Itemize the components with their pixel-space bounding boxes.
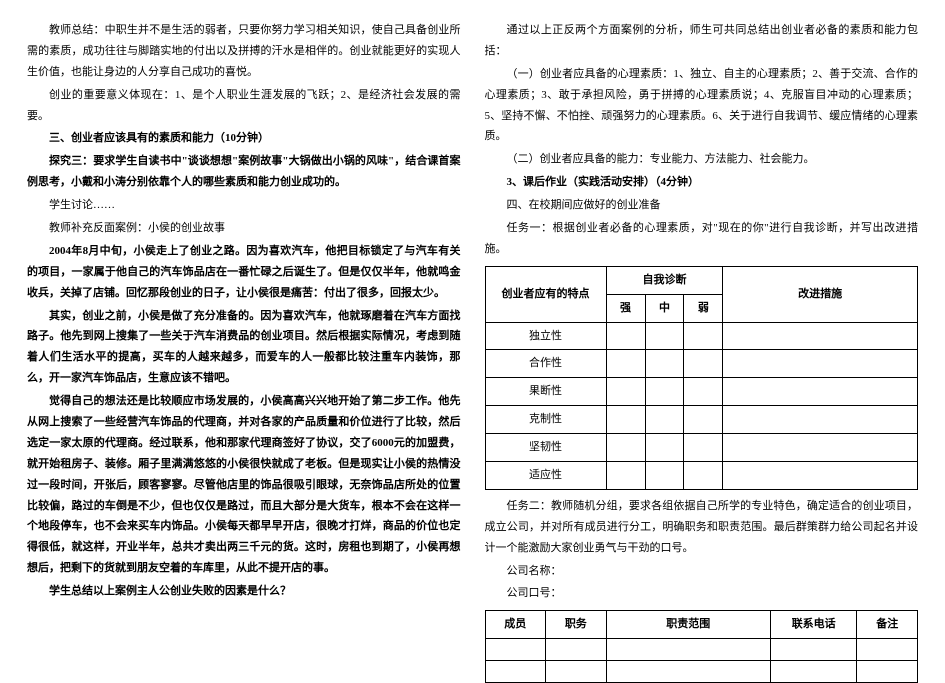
teacher-summary: 教师总结：中职生并不是生活的弱者，只要你努力学习相关知识，使自己具备创业所需的素… xyxy=(27,20,461,83)
th-strong: 强 xyxy=(606,294,645,322)
th-member: 成员 xyxy=(485,611,546,639)
section-4: 四、在校期间应做好的创业准备 xyxy=(485,195,919,216)
story-p3: 觉得自己的想法还是比较顺应市场发展的，小侯高高兴兴地开始了第二步工作。他先从网上… xyxy=(27,391,461,579)
th-weak: 弱 xyxy=(684,294,723,322)
ability-list: （二）创业者应具备的能力：专业能力、方法能力、社会能力。 xyxy=(485,149,919,170)
table-row xyxy=(485,661,918,683)
th-traits: 创业者应有的特点 xyxy=(485,266,606,322)
left-column: 教师总结：中职生并不是生活的弱者，只要你努力学习相关知识，使自己具备创业所需的素… xyxy=(15,20,473,648)
trait-cell: 坚韧性 xyxy=(485,434,606,462)
th-duty: 职责范围 xyxy=(606,611,770,639)
table-row: 克制性 xyxy=(485,406,918,434)
table-row xyxy=(485,639,918,661)
student-discuss: 学生讨论…… xyxy=(27,195,461,216)
th-diagnosis: 自我诊断 xyxy=(606,266,723,294)
trait-cell: 适应性 xyxy=(485,462,606,490)
table-row: 果断性 xyxy=(485,378,918,406)
th-note: 备注 xyxy=(857,611,918,639)
task-2: 任务二：教师随机分组，要求各组依据自己所学的专业特色，确定适合的创业项目，成立公… xyxy=(485,496,919,559)
task-1: 任务一：根据创业者必备的心理素质，对"现在的你"进行自我诊断，并写出改进措施。 xyxy=(485,218,919,260)
self-diagnosis-table: 创业者应有的特点 自我诊断 改进措施 强 中 弱 独立性 合作性 果断性 克制性… xyxy=(485,266,919,490)
trait-cell: 独立性 xyxy=(485,322,606,350)
quality-list: （一）创业者应具备的心理素质：1、独立、自主的心理素质；2、善于交流、合作的心理… xyxy=(485,64,919,148)
table-row: 合作性 xyxy=(485,350,918,378)
th-phone: 联系电话 xyxy=(770,611,857,639)
th-action: 改进措施 xyxy=(723,266,918,322)
table-row: 坚韧性 xyxy=(485,434,918,462)
inquiry-3: 探究三：要求学生自读书中"谈谈想想"案例故事"大锅做出小锅的风味"，结合课首案例… xyxy=(27,151,461,193)
homework-heading: 3、课后作业（实践活动安排）（4分钟） xyxy=(485,172,919,193)
trait-cell: 合作性 xyxy=(485,350,606,378)
trait-cell: 克制性 xyxy=(485,406,606,434)
section-3-heading: 三、创业者应该具有的素质和能力（10分钟） xyxy=(27,128,461,149)
analysis-intro: 通过以上正反两个方面案例的分析，师生可共同总结出创业者必备的素质和能力包括： xyxy=(485,20,919,62)
company-name: 公司名称： xyxy=(485,561,919,582)
story-p2: 其实，创业之前，小侯是做了充分准备的。因为喜欢汽车，他就琢磨着在汽车方面找路子。… xyxy=(27,306,461,390)
th-position: 职务 xyxy=(546,611,607,639)
story-p1: 2004年8月中旬，小侯走上了创业之路。因为喜欢汽车，他把目标锁定了与汽车有关的… xyxy=(27,241,461,304)
table-row: 适应性 xyxy=(485,462,918,490)
table-row: 独立性 xyxy=(485,322,918,350)
teacher-case: 教师补充反面案例：小侯的创业故事 xyxy=(27,218,461,239)
right-column: 通过以上正反两个方面案例的分析，师生可共同总结出创业者必备的素质和能力包括： （… xyxy=(473,20,931,648)
significance: 创业的重要意义体现在：1、是个人职业生涯发展的飞跃；2、是经济社会发展的需要。 xyxy=(27,85,461,127)
table-header-row: 创业者应有的特点 自我诊断 改进措施 xyxy=(485,266,918,294)
company-slogan: 公司口号： xyxy=(485,583,919,604)
table-header-row: 成员 职务 职责范围 联系电话 备注 xyxy=(485,611,918,639)
company-member-table: 成员 职务 职责范围 联系电话 备注 xyxy=(485,610,919,683)
th-mid: 中 xyxy=(645,294,684,322)
student-summary-q: 学生总结以上案例主人公创业失败的因素是什么？ xyxy=(27,581,461,602)
trait-cell: 果断性 xyxy=(485,378,606,406)
